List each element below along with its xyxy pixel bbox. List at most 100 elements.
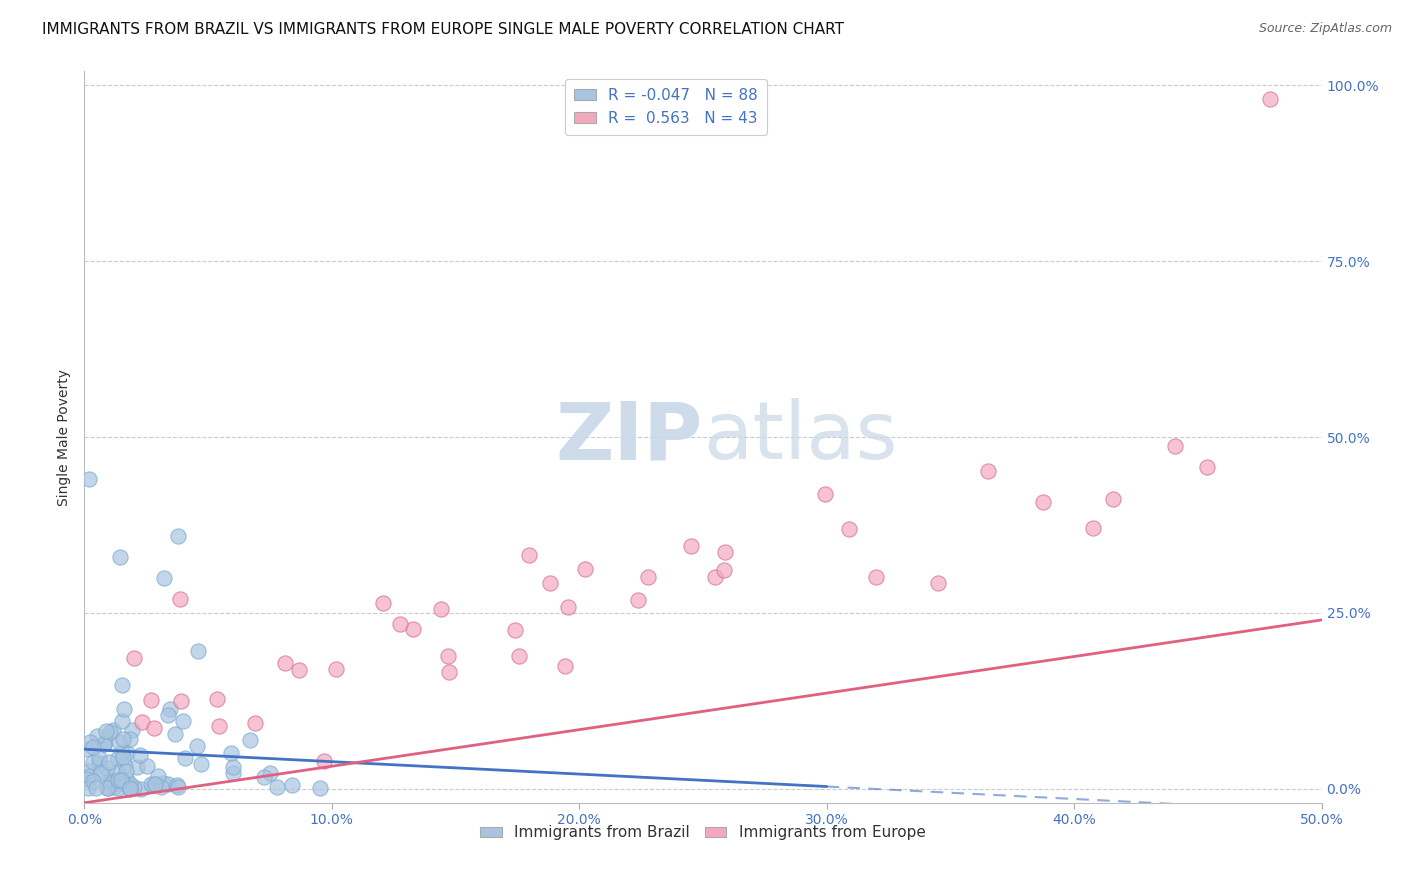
Point: [103, 780, 125, 794]
Point: [94, 734, 117, 748]
Point: [84, 780, 107, 795]
Point: [97, 756, 120, 770]
Point: [112, 702, 135, 716]
Point: [125, 760, 148, 774]
Point: [436, 649, 458, 664]
Point: [205, 692, 228, 706]
Point: [82, 740, 104, 755]
Point: [430, 601, 453, 615]
Point: [325, 662, 347, 676]
Point: [96, 761, 118, 775]
Point: [166, 778, 188, 792]
Point: [274, 656, 297, 670]
Point: [402, 622, 425, 636]
Point: [120, 781, 142, 796]
Point: [110, 745, 132, 759]
Point: [1163, 439, 1185, 453]
Point: [111, 731, 134, 746]
Point: [1081, 521, 1104, 535]
Point: [679, 539, 702, 553]
Point: [159, 702, 181, 716]
Point: [143, 777, 166, 791]
Point: [96, 781, 118, 796]
Point: [87, 751, 110, 765]
Point: [517, 548, 540, 562]
Text: atlas: atlas: [703, 398, 897, 476]
Point: [627, 593, 650, 607]
Point: [139, 776, 162, 790]
Point: [554, 658, 576, 673]
Point: [439, 665, 461, 680]
Point: [170, 694, 193, 708]
Point: [135, 759, 157, 773]
Point: [93, 737, 115, 751]
Point: [167, 528, 190, 542]
Point: [637, 570, 659, 584]
Point: [101, 776, 124, 790]
Point: [388, 616, 411, 631]
Point: [186, 739, 208, 753]
Text: ZIP: ZIP: [555, 398, 703, 476]
Point: [107, 751, 129, 765]
Point: [145, 777, 167, 791]
Point: [174, 751, 197, 765]
Point: [90, 764, 112, 779]
Point: [77, 472, 100, 486]
Point: [76, 772, 98, 787]
Point: [117, 772, 139, 787]
Point: [107, 772, 129, 787]
Point: [157, 708, 180, 723]
Point: [129, 748, 152, 763]
Point: [86, 729, 108, 743]
Point: [153, 571, 176, 585]
Point: [115, 778, 138, 792]
Point: [704, 570, 727, 584]
Point: [108, 549, 131, 564]
Point: [259, 766, 281, 780]
Point: [927, 576, 949, 591]
Point: [100, 725, 122, 739]
Point: [143, 721, 166, 735]
Point: [713, 563, 735, 577]
Point: [1195, 460, 1218, 475]
Point: [93, 737, 115, 751]
Point: [96, 723, 118, 738]
Point: [169, 592, 191, 607]
Point: [163, 727, 186, 741]
Point: [865, 569, 887, 583]
Point: [152, 775, 174, 789]
Point: [280, 778, 302, 792]
Point: [208, 719, 231, 733]
Point: [190, 756, 212, 771]
Point: [76, 780, 98, 795]
Point: [111, 678, 134, 692]
Point: [166, 780, 188, 794]
Point: [187, 644, 209, 658]
Point: [90, 766, 112, 780]
Point: [172, 714, 194, 728]
Point: [814, 487, 837, 501]
Point: [1102, 491, 1125, 506]
Point: [714, 544, 737, 558]
Point: [141, 693, 163, 707]
Point: [76, 741, 98, 756]
Point: [79, 735, 101, 749]
Point: [977, 464, 1000, 478]
Point: [121, 723, 143, 737]
Point: [239, 733, 262, 747]
Point: [114, 764, 136, 779]
Point: [120, 732, 142, 747]
Point: [266, 780, 288, 794]
Point: [107, 780, 129, 795]
Point: [110, 772, 132, 787]
Point: [508, 649, 530, 664]
Point: [222, 760, 245, 774]
Point: [146, 769, 169, 783]
Point: [122, 651, 145, 665]
Point: [111, 714, 134, 729]
Point: [89, 756, 111, 770]
Point: [120, 780, 142, 795]
Point: [82, 774, 104, 789]
Point: [557, 600, 579, 615]
Point: [314, 754, 336, 768]
